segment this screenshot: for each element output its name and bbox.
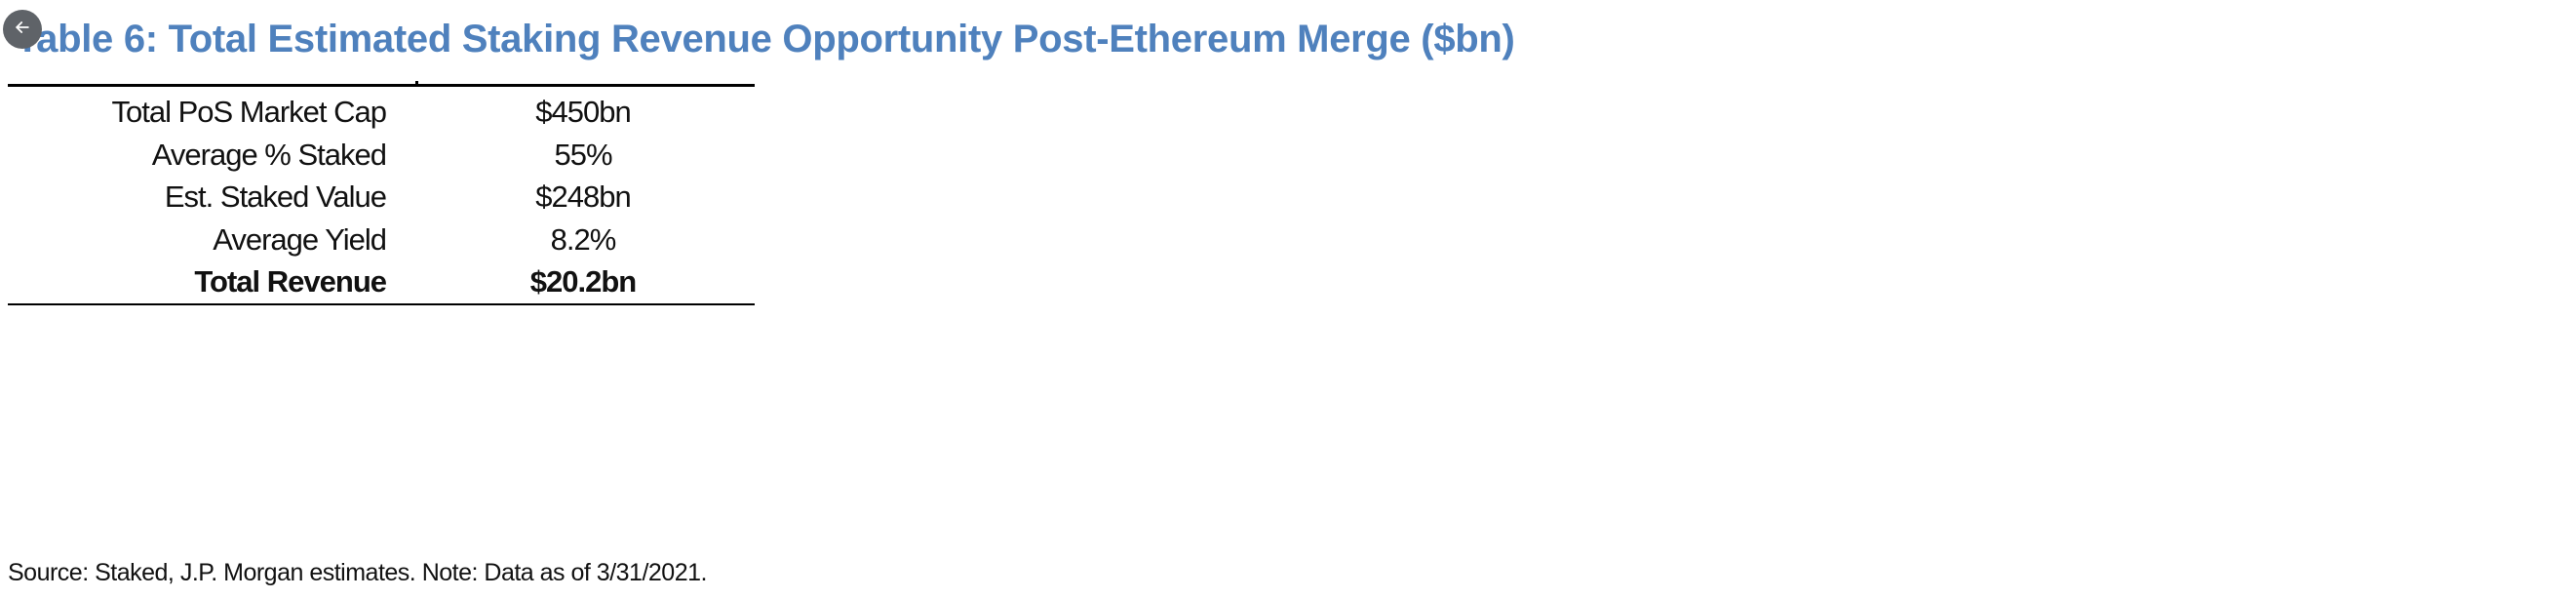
table-row: Average % Staked 55% [8,134,755,177]
row-label: Average Yield [213,221,387,257]
row-value: $20.2bn [529,264,637,299]
row-label: Total Revenue [194,264,387,299]
source-note: Source: Staked, J.P. Morgan estimates. N… [8,559,707,586]
table-row: Est. Staked Value $248bn [8,176,755,219]
table-row: Average Yield 8.2% [8,219,755,261]
row-value: 55% [554,137,612,172]
table-title: Table 6: Total Estimated Staking Revenue… [16,18,1515,60]
staking-revenue-table: Total PoS Market Cap $450bn Average % St… [8,81,755,305]
row-value: 8.2% [550,221,617,257]
row-label: Est. Staked Value [164,180,387,214]
row-label: Average % Staked [151,137,387,172]
row-label: Total PoS Market Cap [111,95,387,129]
table-row-total: Total Revenue $20.2bn [8,260,755,303]
back-button[interactable] [3,10,42,49]
arrow-left-icon [13,18,32,42]
row-value: $248bn [535,180,631,214]
row-value: $450bn [535,95,631,129]
table-top-rule [8,81,755,87]
table-bottom-rule [8,302,755,305]
table-row: Total PoS Market Cap $450bn [8,87,755,134]
